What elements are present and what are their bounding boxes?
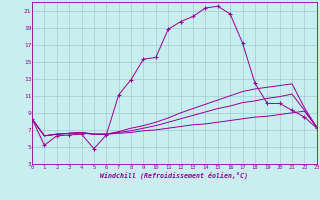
- X-axis label: Windchill (Refroidissement éolien,°C): Windchill (Refroidissement éolien,°C): [100, 171, 248, 179]
